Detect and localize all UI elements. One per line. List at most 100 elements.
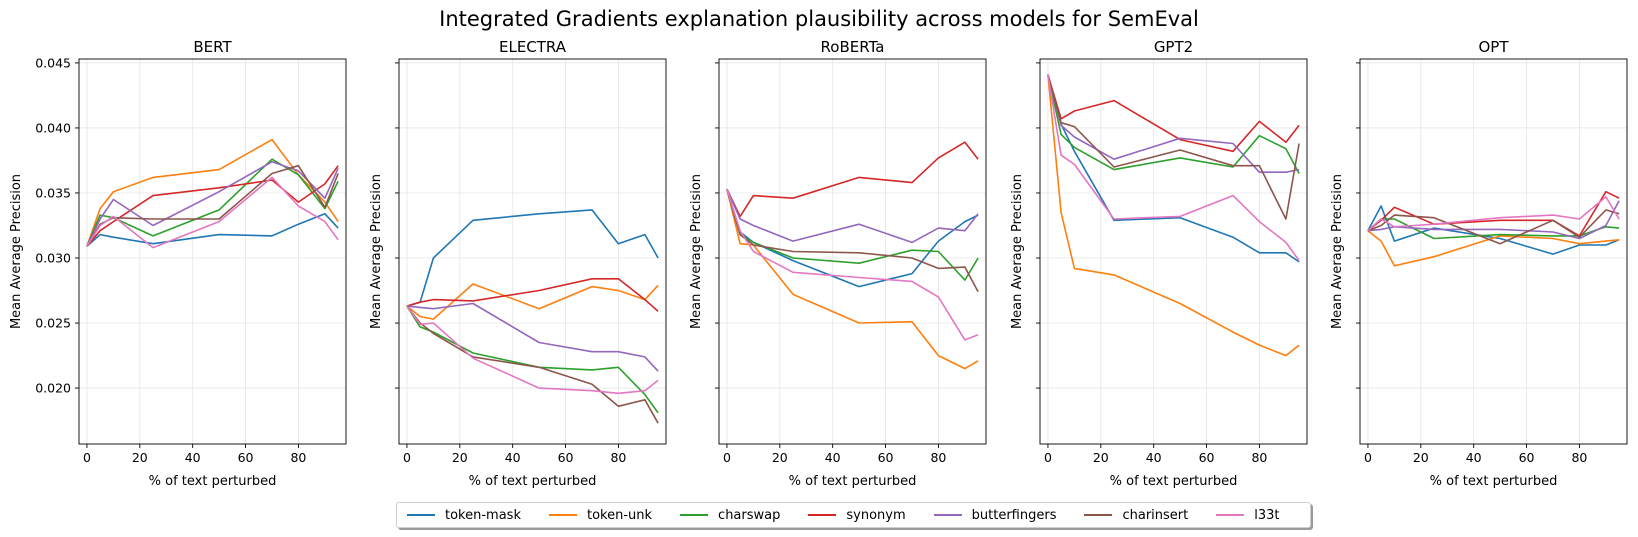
x-tick-label: 0 [1044,450,1052,465]
legend-swatch [1216,514,1245,516]
panel-title: GPT2 [1154,38,1193,56]
y-axis-label: Mean Average Precision [1010,174,1025,329]
series-line-l33t [726,188,979,341]
series-line-l33t [406,305,659,395]
legend-swatch [680,514,709,516]
series-line-charswap [406,305,659,414]
series-line-charswap [86,158,339,247]
x-tick-label: 80 [610,450,626,465]
y-tick-label: 0.020 [35,381,71,396]
legend-item-charinsert: charinsert [1084,508,1188,523]
series-line-butterfingers [1367,200,1620,240]
x-axis-label: % of text perturbed [469,474,597,489]
panel-title: OPT [1478,38,1509,56]
x-tick-label: 60 [238,450,254,465]
legend-item-token-mask: token-mask [407,508,521,523]
x-tick-label: 0 [723,450,731,465]
y-tick-label: 0.035 [35,185,71,200]
legend-item-butterfingers: butterfingers [933,507,1057,523]
series-line-token-mask [1367,205,1620,255]
legend-swatch [407,514,435,516]
x-tick-label: 40 [185,450,201,465]
series-line-synonym [726,141,979,218]
x-axis-label: % of text perturbed [1430,474,1558,489]
series-line-synonym [1367,190,1620,237]
x-tick-label: 80 [930,450,946,465]
series-line-token-unk [1367,230,1620,267]
legend-swatch [933,514,962,516]
x-tick-label: 40 [505,450,521,465]
series-line-charswap [726,188,979,281]
legend-swatch [548,514,577,516]
axes-frame [718,58,987,445]
series-line-butterfingers [1047,74,1300,173]
legend-item-token-unk: token-unk [548,507,653,523]
figure-title: Integrated Gradients explanation plausib… [439,7,1199,31]
panel-title: RoBERTa [821,38,885,56]
legend-item-synonym: synonym [808,508,906,523]
legend-item-charswap: charswap [680,508,780,523]
legend: token-mask token-unk charswap synonym butter… [396,502,1311,528]
axes-frame [78,58,347,445]
panel-gpt2: 0 20 40 60 80 GPT2 % of text perturbed Mean Ave… [1010,38,1308,489]
panels: 0 20 40 60 80 0.020 0.025 0.030 0.035 0.040 0.045 B… [9,38,1628,489]
y-axis-label: Mean Average Precision [369,174,384,329]
series-line-butterfingers [86,161,339,247]
legend-item-l33t: l33t [1216,507,1280,523]
panel-title: ELECTRA [499,38,567,56]
legend-swatch [808,514,837,516]
y-tick-label: 0.030 [35,251,71,266]
x-tick-label: 40 [1146,450,1162,465]
y-axis-label: Mean Average Precision [9,174,24,329]
series-line-token-mask [406,209,659,307]
series-line-synonym [406,277,659,312]
x-tick-label: 60 [878,450,894,465]
legend-label: token-unk [586,507,653,523]
axes-frame [398,58,667,445]
legend-swatch [1084,514,1113,516]
x-tick-label: 0 [403,450,411,465]
x-tick-label: 80 [290,450,306,465]
x-axis-label: % of text perturbed [789,474,917,489]
x-tick-label: 20 [772,450,788,465]
series-line-token-mask [1047,74,1300,263]
x-tick-label: 40 [825,450,841,465]
series-line-l33t [1047,74,1300,262]
panel-bert: 0 20 40 60 80 0.020 0.025 0.030 0.035 0.040 0.045 B… [9,38,347,489]
x-tick-label: 20 [1413,450,1429,465]
panel-electra: 0 20 40 60 80 ELECTRA % of text perturbed Mean … [369,38,667,489]
axes-frame [1039,58,1308,445]
y-tick-label: 0.040 [35,120,71,135]
legend-label: token-mask [445,507,521,523]
y-tick-label: 0.045 [35,55,71,70]
series-line-charswap [1047,74,1300,174]
axes-frame [1359,58,1628,445]
y-tick-label: 0.025 [35,316,71,331]
x-tick-label: 80 [1251,450,1267,465]
series-line-token-unk [726,188,979,370]
legend-label: l33t [1254,507,1280,523]
x-tick-label: 0 [83,450,91,465]
series-line-butterfingers [726,188,979,244]
y-axis-label: Mean Average Precision [689,174,704,329]
x-tick-label: 60 [1519,450,1535,465]
series-line-token-mask [726,188,979,288]
series-line-charinsert [1047,74,1300,220]
series-line-synonym [1047,74,1300,153]
x-tick-label: 80 [1571,450,1587,465]
x-tick-label: 60 [1199,450,1215,465]
legend-label: butterfingers [971,507,1057,523]
x-axis-label: % of text perturbed [1110,474,1238,489]
x-tick-label: 20 [132,450,148,465]
y-axis-label: Mean Average Precision [1330,174,1345,329]
x-tick-label: 20 [1093,450,1109,465]
x-axis-label: % of text perturbed [149,474,277,489]
x-tick-label: 0 [1364,450,1372,465]
series-line-l33t [1367,196,1620,232]
series-line-token-unk [406,283,659,320]
legend-label: charinsert [1122,507,1189,523]
legend-label: charswap [718,507,781,523]
x-tick-label: 20 [452,450,468,465]
panel-title: BERT [193,38,232,56]
